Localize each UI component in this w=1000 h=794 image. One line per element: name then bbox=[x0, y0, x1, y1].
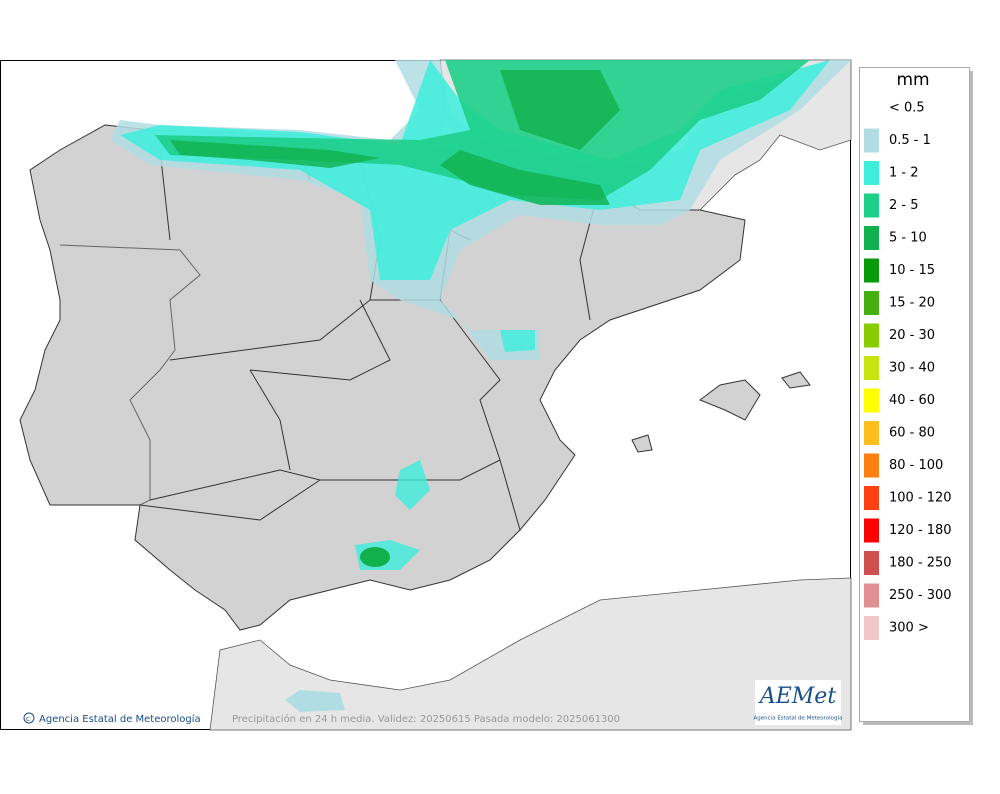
legend-swatch bbox=[864, 551, 879, 575]
precip-dark-green bbox=[170, 70, 620, 205]
legend-label: 2 - 5 bbox=[889, 198, 919, 213]
copyright-icon bbox=[23, 712, 35, 724]
legend-swatch bbox=[864, 161, 879, 185]
legend-swatch bbox=[864, 583, 879, 608]
legend-swatch bbox=[864, 421, 879, 445]
legend-title: mm bbox=[896, 70, 929, 90]
caption: Precipitación en 24 h media. Validez: 20… bbox=[232, 713, 620, 725]
legend: mm < 0.5 0.5 - 1 1 - 2 2 - 5 5 - 10 10 - 15 15… bbox=[859, 67, 973, 725]
legend-label: 20 - 30 bbox=[889, 328, 935, 343]
legend-label: < 0.5 bbox=[889, 101, 925, 116]
legend-swatch bbox=[864, 356, 879, 380]
menorca bbox=[781, 371, 811, 389]
legend-swatch bbox=[864, 226, 879, 250]
legend-swatch bbox=[864, 193, 879, 218]
precip-spot bbox=[360, 547, 390, 567]
legend-label: 10 - 15 bbox=[889, 263, 935, 278]
iberia bbox=[19, 124, 746, 631]
legend-label: 0.5 - 1 bbox=[889, 133, 931, 148]
legend-swatch bbox=[864, 323, 879, 348]
mallorca bbox=[698, 379, 761, 421]
legend-label: 100 - 120 bbox=[889, 491, 952, 506]
legend-swatch bbox=[864, 486, 879, 510]
ibiza bbox=[631, 434, 653, 453]
logo-box bbox=[755, 680, 841, 725]
legend-swatch bbox=[864, 518, 879, 543]
precip-sea bbox=[285, 690, 345, 712]
legend-label: 80 - 100 bbox=[889, 458, 943, 473]
legend-label: 120 - 180 bbox=[889, 523, 952, 538]
legend-label: 300 > bbox=[889, 621, 929, 636]
logo-subtitle: Agencia Estatal de Meteorología bbox=[754, 715, 843, 722]
credit: Agencia Estatal de Meteorología bbox=[39, 713, 201, 725]
copyright-mark: c bbox=[26, 715, 30, 723]
legend-label: 40 - 60 bbox=[889, 393, 935, 408]
legend-swatch bbox=[864, 258, 879, 283]
legend-label: 250 - 300 bbox=[889, 588, 952, 603]
legend-label: 180 - 250 bbox=[889, 556, 952, 571]
africa bbox=[209, 577, 852, 731]
legend-swatch bbox=[864, 453, 879, 478]
precip-south bbox=[355, 330, 535, 570]
portugal-border bbox=[59, 244, 201, 506]
legend-label: 60 - 80 bbox=[889, 426, 935, 441]
precip-green bbox=[155, 60, 810, 200]
legend-label: 5 - 10 bbox=[889, 231, 927, 246]
logo-name: AEMet bbox=[758, 684, 836, 709]
legend-swatch bbox=[864, 291, 879, 315]
legend-swatch bbox=[864, 128, 879, 153]
legend-swatch bbox=[864, 388, 879, 413]
legend-label: 1 - 2 bbox=[889, 166, 919, 181]
legend-label: 30 - 40 bbox=[889, 361, 935, 376]
legend-label: 15 - 20 bbox=[889, 296, 935, 311]
map: c Agencia Estatal de Meteorología Precip… bbox=[0, 59, 852, 731]
legend-swatch bbox=[864, 616, 879, 640]
